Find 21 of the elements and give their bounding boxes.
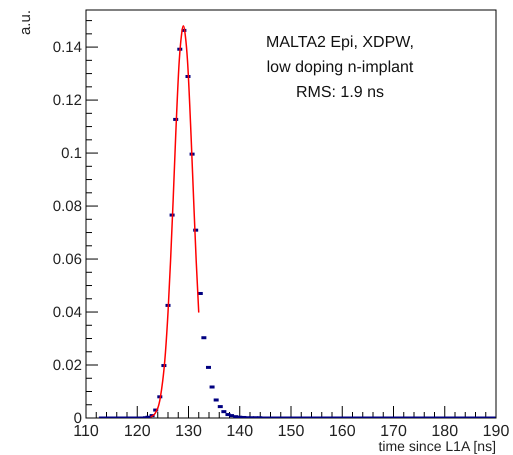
annotation: MALTA2 Epi, XDPW, [266,34,414,51]
x-tick-label: 120 [124,423,151,440]
annotation: RMS: 1.9 ns [296,84,384,101]
x-tick-label: 170 [380,423,407,440]
x-tick-label: 140 [226,423,254,440]
x-axis-title: time since L1A [ns] [378,438,496,454]
annotation: low doping n-implant [266,59,414,76]
x-tick-label: 150 [278,423,304,440]
x-tick-label: 110 [73,423,99,440]
y-tick-label: 0.04 [52,304,82,322]
x-tick-label: 180 [431,423,458,440]
y-tick-label: 0.08 [52,198,82,216]
y-tick-label: 0.06 [52,251,82,268]
y-tick-label: 0.02 [52,357,82,374]
x-tick-label: 160 [328,423,356,440]
y-axis-title: a.u. [17,10,34,36]
y-tick-label: 0.14 [52,39,82,56]
x-tick-label: 190 [482,423,510,440]
x-tick-label: 130 [175,423,202,440]
y-tick-label: 0.12 [52,92,82,110]
y-tick-label: 0.1 [61,145,82,162]
